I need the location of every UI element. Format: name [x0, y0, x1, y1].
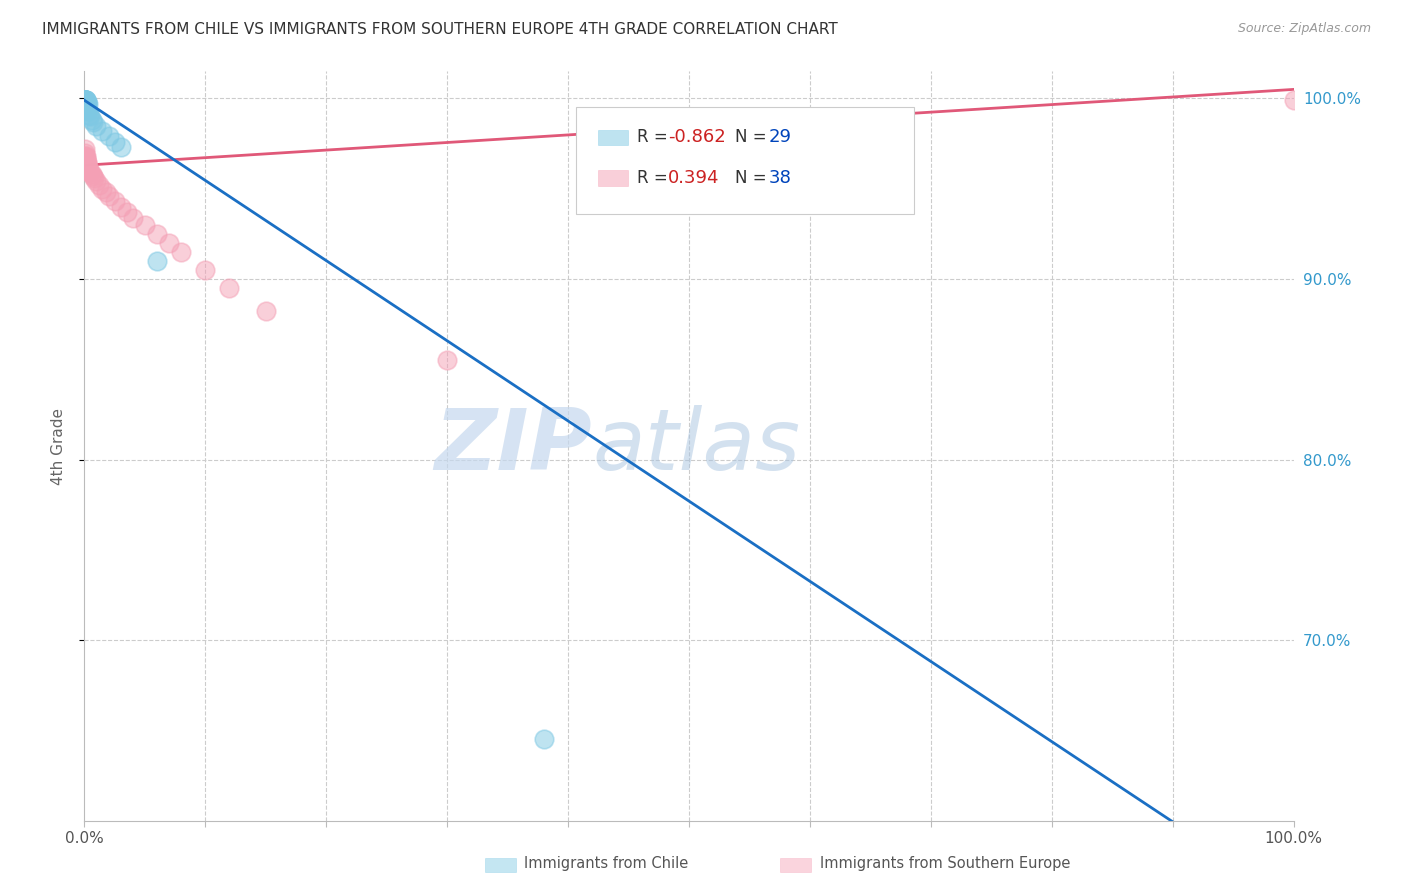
Point — [146, 227, 169, 241]
Point — [73, 93, 96, 107]
Point — [436, 353, 458, 368]
Point — [110, 200, 132, 214]
Point — [73, 93, 96, 107]
Text: atlas: atlas — [592, 404, 800, 488]
Point — [77, 163, 100, 178]
Point — [75, 93, 97, 107]
Point — [91, 182, 114, 196]
Text: ZIP: ZIP — [434, 404, 592, 488]
Text: R =: R = — [637, 169, 678, 186]
Point — [73, 93, 96, 107]
Point — [82, 169, 104, 183]
Point — [75, 149, 97, 163]
Point — [75, 154, 97, 169]
Text: IMMIGRANTS FROM CHILE VS IMMIGRANTS FROM SOUTHERN EUROPE 4TH GRADE CORRELATION C: IMMIGRANTS FROM CHILE VS IMMIGRANTS FROM… — [42, 22, 838, 37]
Point — [75, 153, 97, 167]
Point — [1282, 93, 1305, 107]
Point — [75, 158, 97, 172]
Text: R =: R = — [637, 128, 673, 146]
Point — [75, 151, 97, 165]
Point — [83, 170, 105, 185]
Point — [73, 142, 96, 156]
Point — [97, 129, 120, 144]
Text: N =: N = — [735, 128, 772, 146]
Point — [79, 165, 101, 179]
Point — [75, 153, 97, 167]
Point — [76, 158, 98, 172]
Point — [80, 167, 103, 181]
Point — [86, 174, 108, 188]
Point — [80, 113, 103, 128]
Text: Immigrants from Southern Europe: Immigrants from Southern Europe — [820, 856, 1070, 871]
Text: -0.862: -0.862 — [668, 128, 725, 146]
Point — [94, 186, 117, 200]
Point — [121, 211, 143, 225]
Point — [533, 732, 555, 747]
Point — [75, 93, 97, 107]
Point — [73, 149, 96, 163]
Point — [82, 115, 104, 129]
Point — [146, 254, 169, 268]
Y-axis label: 4th Grade: 4th Grade — [51, 408, 66, 484]
Point — [97, 189, 120, 203]
Point — [76, 103, 98, 117]
Point — [218, 281, 240, 295]
Text: Source: ZipAtlas.com: Source: ZipAtlas.com — [1237, 22, 1371, 36]
Point — [73, 93, 96, 107]
Point — [87, 178, 110, 193]
Text: 38: 38 — [769, 169, 792, 186]
Point — [115, 205, 138, 219]
Point — [77, 108, 100, 122]
Point — [104, 135, 127, 149]
Point — [75, 100, 97, 114]
Point — [77, 96, 100, 111]
Point — [76, 95, 98, 109]
Text: N =: N = — [735, 169, 772, 186]
Point — [104, 194, 127, 209]
Point — [194, 263, 217, 277]
Point — [110, 140, 132, 154]
Point — [75, 156, 97, 170]
Point — [76, 156, 98, 170]
Point — [73, 145, 96, 160]
Point — [170, 244, 193, 259]
Point — [86, 119, 108, 133]
Point — [75, 93, 97, 107]
Point — [254, 304, 277, 318]
Point — [76, 154, 98, 169]
Text: 0.394: 0.394 — [668, 169, 720, 186]
Point — [79, 110, 101, 124]
Point — [157, 235, 180, 250]
Point — [75, 93, 97, 107]
Point — [73, 151, 96, 165]
Point — [91, 124, 114, 138]
Point — [134, 218, 156, 232]
Point — [76, 96, 98, 111]
Text: Immigrants from Chile: Immigrants from Chile — [524, 856, 689, 871]
Text: 29: 29 — [769, 128, 792, 146]
Point — [75, 93, 97, 107]
Point — [75, 93, 97, 107]
Point — [77, 104, 100, 119]
Point — [75, 93, 97, 107]
Point — [76, 95, 98, 109]
Point — [77, 160, 100, 174]
